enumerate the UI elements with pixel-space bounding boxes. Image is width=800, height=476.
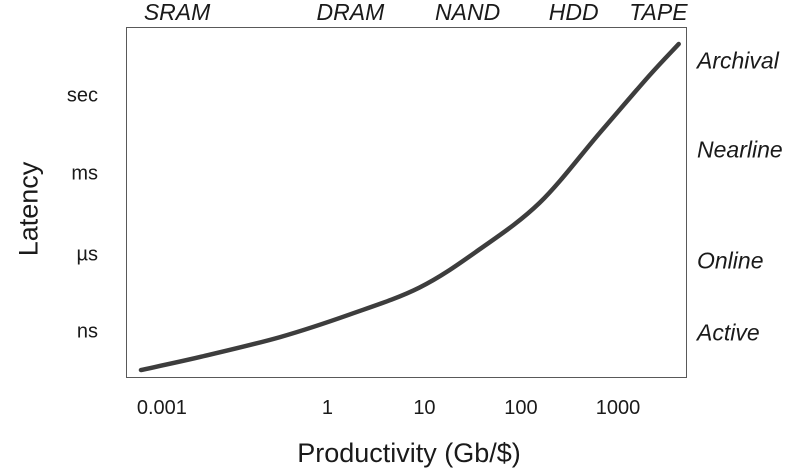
- tier-label-archival: Archival: [697, 47, 779, 74]
- y-tick-sec: sec: [66, 84, 98, 107]
- tier-label-active: Active: [697, 319, 760, 346]
- tier-label-nearline: Nearline: [697, 136, 783, 163]
- y-tick-ms: ms: [71, 162, 98, 185]
- tier-label-online: Online: [697, 247, 764, 274]
- x-axis-title: Productivity (Gb/$): [297, 438, 521, 468]
- tech-label-hdd: HDD: [548, 0, 599, 25]
- x-tick-1: 1: [321, 397, 333, 419]
- tech-label-dram: DRAM: [316, 0, 385, 25]
- plot-area: [126, 27, 687, 378]
- curve-path: [138, 41, 681, 373]
- x-tick-1000: 1000: [595, 397, 641, 419]
- tech-label-nand: NAND: [435, 0, 501, 25]
- x-tick-10: 10: [413, 397, 436, 419]
- x-tick-100: 100: [504, 397, 538, 419]
- tech-label-sram: SRAM: [143, 0, 211, 25]
- tech-label-tape: TAPE: [629, 0, 688, 25]
- y-tick-ns: ns: [76, 320, 98, 343]
- latency-curve: [138, 41, 681, 373]
- y-tick-s: µs: [76, 243, 98, 266]
- x-tick-0001: 0.001: [136, 397, 187, 419]
